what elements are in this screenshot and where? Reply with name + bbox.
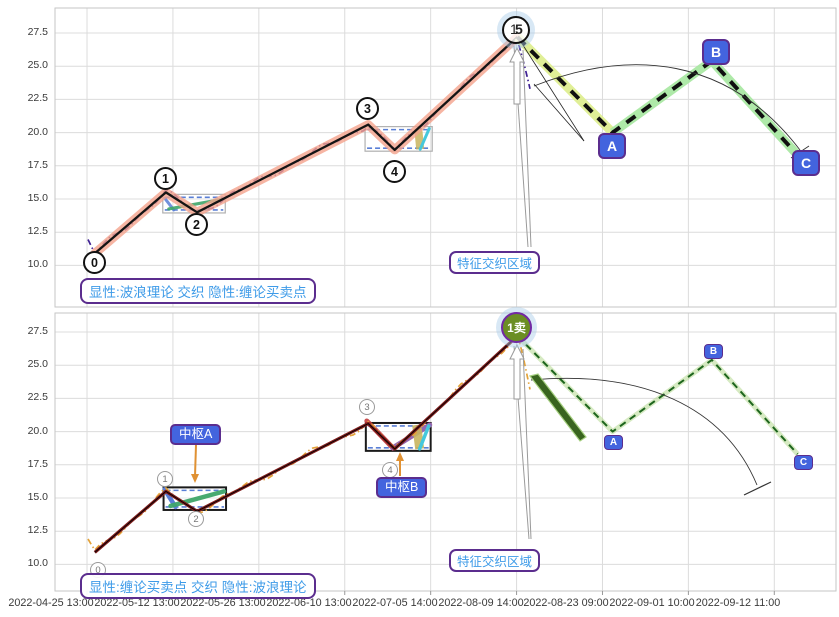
x-tick-label: 2022-08-23 09:00 [523, 597, 609, 609]
x-tick-label: 2022-04-25 13:00 [8, 597, 94, 609]
panel0-y-tick: 25.0 [27, 59, 48, 71]
top-measure-annotations [509, 41, 810, 248]
zhongshu-label-arrows [191, 444, 404, 483]
panel0-y-tick: 20.0 [27, 126, 48, 138]
top-price-line [87, 37, 531, 255]
x-tick-label: 2022-07-05 14:00 [352, 597, 438, 609]
panel0-y-tick: 27.5 [27, 26, 48, 38]
bottom-wave-1-marker: 1 [157, 471, 173, 487]
label-B-text: B [710, 44, 722, 60]
top-peak-wave5-marker: 1 5 [502, 16, 530, 44]
x-tick-label: 2022-05-26 13:00 [180, 597, 266, 609]
top-label-C: C [792, 150, 820, 176]
panel0-y-tick: 10.0 [27, 258, 48, 270]
label-C-text: C [799, 457, 808, 468]
panel1-y-tick: 12.5 [27, 524, 48, 536]
bottom-sell-point-marker: 1卖 [501, 312, 532, 343]
bottom-trend-core [94, 335, 518, 553]
panel1-y-tick: 22.5 [27, 391, 48, 403]
panel1-y-tick: 20.0 [27, 425, 48, 437]
bottom-note-annotation: 显性:缠论买卖点 交织 隐性:波浪理论 [80, 573, 316, 599]
bottom-measure-annotations [509, 343, 772, 540]
bottom-abc-glow [515, 334, 800, 456]
top-abc-glow2 [609, 56, 802, 159]
x-tick-label: 2022-09-12 11:00 [695, 597, 781, 609]
bottom-wave-2-marker: 2 [188, 511, 204, 527]
panel1-y-tick: 15.0 [27, 491, 48, 503]
zhongshu-A-label: 中枢A [170, 424, 222, 445]
top-wave-2-marker: 2 [185, 213, 208, 236]
top-abc-dashed [515, 35, 800, 157]
bottom-price-line [87, 331, 531, 552]
top-wave-3-marker: 3 [356, 97, 379, 120]
bottom-wave-4-marker: 4 [382, 462, 398, 478]
top-region-annotation: 特征交织区域 [449, 251, 541, 274]
top-wave-4-marker: 4 [383, 160, 406, 183]
panel1-y-tick: 25.0 [27, 358, 48, 370]
bottom-label-B: B [704, 344, 723, 359]
label-A-text: A [606, 138, 618, 154]
top-wave-1-marker: 1 [154, 167, 177, 190]
label-C-text: C [800, 155, 812, 171]
top-wave-0-marker: 0 [83, 251, 106, 274]
wave5-label: 5 [515, 21, 523, 37]
panel1-y-tick: 27.5 [27, 325, 48, 337]
panel0-y-tick: 17.5 [27, 159, 48, 171]
sell-point-text: 1卖 [507, 321, 526, 335]
zhongshu-B-label: 中枢B [376, 477, 428, 498]
top-label-B: B [702, 39, 730, 65]
panel0-y-tick: 15.0 [27, 192, 48, 204]
bottom-label-C: C [794, 455, 813, 470]
top-trend-line [94, 36, 519, 255]
label-A-text: A [609, 437, 618, 448]
hidden-sell-digit: 1 [510, 21, 518, 37]
top-trend-glow [90, 32, 522, 258]
bottom-trend-line [93, 334, 519, 554]
bottom-label-A: A [604, 435, 623, 450]
x-tick-label: 2022-09-01 10:00 [609, 597, 695, 609]
panel0-y-tick: 22.5 [27, 92, 48, 104]
bottom-abc-dashed [516, 335, 799, 455]
x-tick-label: 2022-08-09 14:00 [438, 597, 524, 609]
panel1-y-tick: 17.5 [27, 458, 48, 470]
x-tick-label: 2022-06-10 13:00 [266, 597, 352, 609]
label-B-text: B [709, 346, 718, 357]
top-label-A: A [598, 133, 626, 159]
panel0-y-tick: 12.5 [27, 225, 48, 237]
top-note-annotation: 显性:波浪理论 交织 隐性:缠论买卖点 [80, 278, 316, 304]
bottom-wave-3-marker: 3 [359, 399, 375, 415]
bottom-region-annotation: 特征交织区域 [449, 549, 541, 572]
x-tick-label: 2022-05-12 13:00 [94, 597, 180, 609]
panel1-y-tick: 10.0 [27, 557, 48, 569]
